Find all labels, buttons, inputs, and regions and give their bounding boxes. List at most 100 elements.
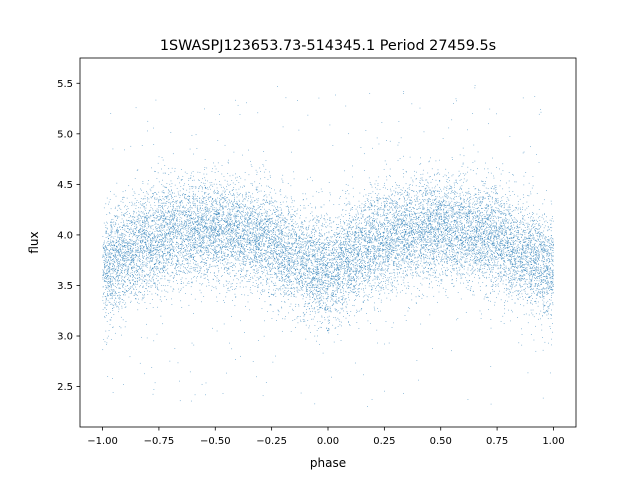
data-point <box>498 226 500 227</box>
data-point <box>384 280 386 282</box>
data-point <box>269 218 271 219</box>
data-point <box>396 221 398 222</box>
data-point <box>162 244 163 246</box>
data-point <box>104 253 106 255</box>
data-point <box>378 193 380 195</box>
data-point <box>167 227 169 228</box>
data-point <box>174 217 175 218</box>
data-point <box>319 244 320 246</box>
data-point <box>513 248 514 250</box>
data-point <box>537 235 538 237</box>
data-point <box>451 283 453 284</box>
data-point <box>223 220 225 221</box>
data-point <box>251 233 253 235</box>
data-point <box>322 264 324 266</box>
data-point <box>115 230 117 231</box>
data-point <box>364 210 366 211</box>
data-point <box>544 288 546 290</box>
data-point <box>122 299 123 300</box>
data-point <box>181 257 182 258</box>
data-point <box>127 272 128 274</box>
data-point <box>508 243 510 245</box>
data-point <box>332 240 334 242</box>
data-point <box>255 231 257 233</box>
data-point <box>265 256 267 258</box>
data-point <box>374 271 375 273</box>
data-point <box>223 231 225 233</box>
data-point <box>347 260 348 262</box>
data-point <box>524 269 525 271</box>
data-point <box>403 237 404 239</box>
data-point <box>510 292 511 293</box>
data-point <box>347 235 348 237</box>
data-point <box>391 244 393 246</box>
data-point <box>308 240 310 242</box>
data-point <box>503 274 505 275</box>
data-point <box>341 266 342 268</box>
data-point <box>265 233 267 235</box>
data-point <box>314 287 315 289</box>
data-point <box>326 237 328 238</box>
data-point <box>549 238 551 240</box>
data-point <box>222 245 224 247</box>
data-point <box>272 212 273 214</box>
data-point <box>117 270 118 272</box>
data-point <box>500 299 502 301</box>
data-point <box>302 224 304 225</box>
data-point <box>316 340 317 342</box>
data-point <box>257 207 259 209</box>
data-point <box>515 272 517 273</box>
data-point <box>189 244 191 246</box>
data-point <box>529 266 531 268</box>
data-point <box>213 242 214 243</box>
data-point <box>312 256 314 258</box>
data-point <box>367 237 369 239</box>
data-point <box>461 243 463 244</box>
data-point <box>268 257 270 259</box>
data-point <box>489 239 490 240</box>
data-point <box>180 237 182 239</box>
data-point <box>432 199 433 201</box>
data-point <box>172 232 174 234</box>
data-point <box>158 191 160 193</box>
data-point <box>368 220 370 222</box>
data-point <box>180 195 181 197</box>
data-point <box>200 234 201 236</box>
data-point <box>320 289 321 291</box>
data-point <box>188 203 189 204</box>
data-point <box>197 231 199 233</box>
data-point <box>365 272 366 273</box>
data-point <box>385 204 386 206</box>
data-point <box>547 253 549 254</box>
data-point <box>139 237 141 239</box>
data-point <box>549 287 551 289</box>
data-point <box>196 245 198 247</box>
data-point <box>165 234 167 235</box>
data-point <box>354 274 356 275</box>
data-point <box>534 248 536 250</box>
data-point <box>426 227 428 228</box>
data-point <box>161 216 163 218</box>
data-point <box>263 165 265 167</box>
data-point <box>280 232 281 234</box>
data-point <box>451 262 453 263</box>
data-point <box>511 309 512 311</box>
data-point <box>352 249 354 251</box>
data-point <box>294 260 296 262</box>
data-point <box>389 272 391 274</box>
data-point <box>485 294 486 296</box>
data-point <box>114 236 116 237</box>
data-point <box>349 215 350 216</box>
data-point <box>349 290 351 292</box>
data-point <box>194 241 196 243</box>
data-point <box>124 260 125 262</box>
data-point <box>136 280 138 282</box>
data-point <box>438 191 440 192</box>
data-point <box>431 239 433 241</box>
data-point <box>162 211 163 212</box>
data-point <box>426 216 428 218</box>
data-point <box>235 233 237 235</box>
data-point <box>289 234 291 236</box>
data-point <box>261 268 262 269</box>
data-point <box>447 223 449 224</box>
